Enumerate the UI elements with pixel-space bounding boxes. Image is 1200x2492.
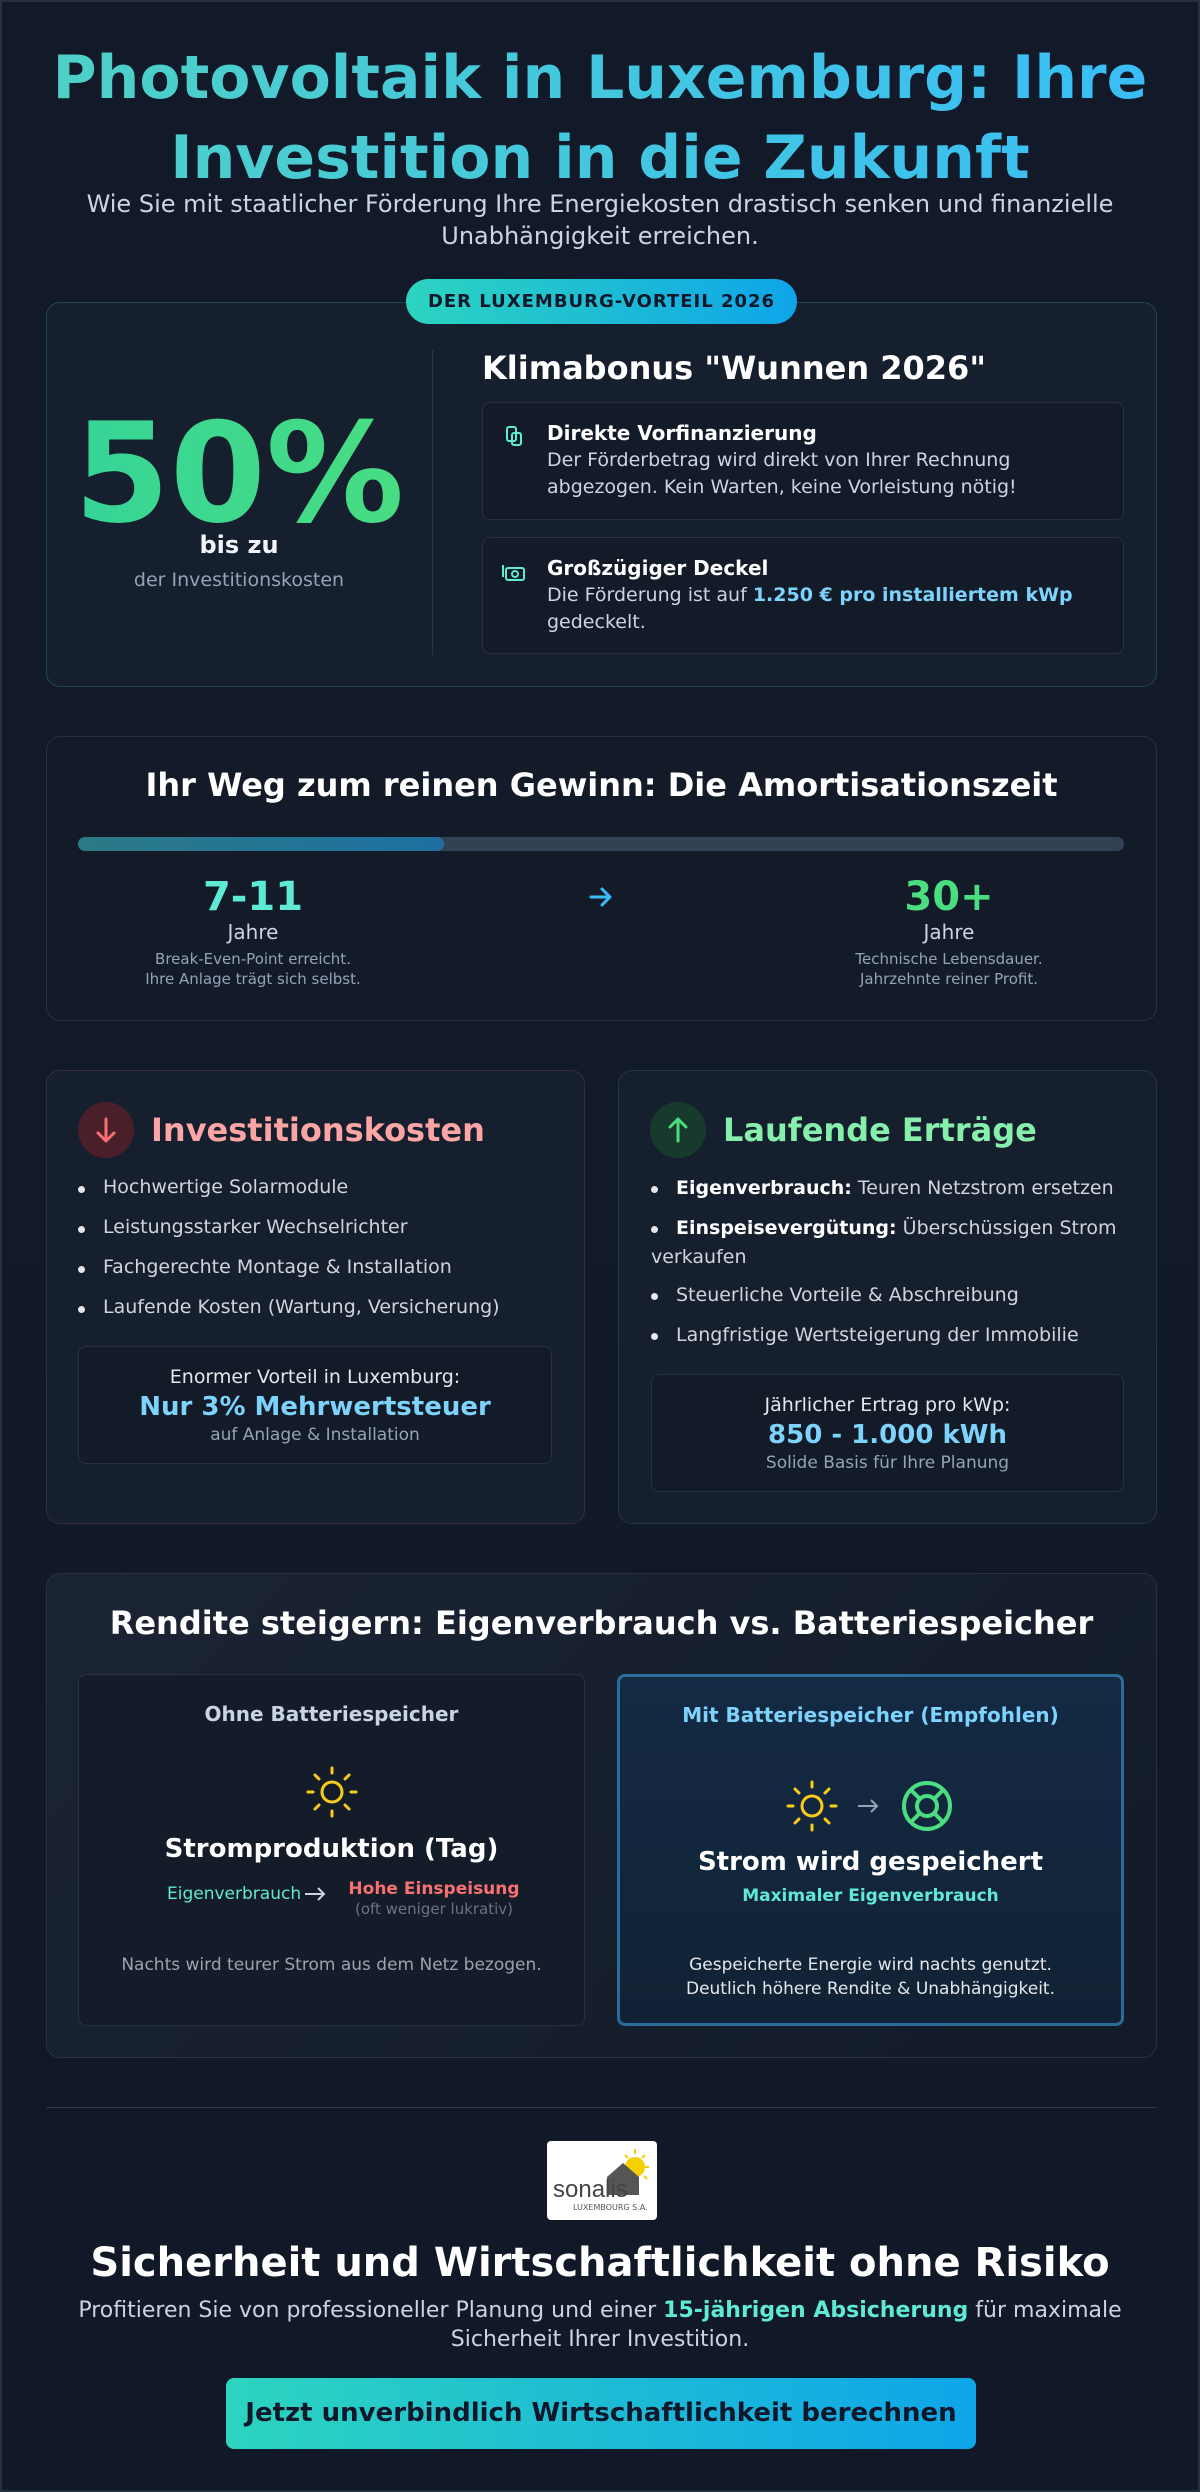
- flow-arrow: [858, 1799, 879, 1813]
- caption: der Investitionskosten: [133, 569, 345, 591]
- text: Hochwertige Solarmodule: [103, 1176, 349, 1198]
- icon: [78, 1102, 134, 1158]
- section-title: Ihr Weg zum reinen Gewinn: Die Amortisat…: [145, 766, 1058, 804]
- title-line: Investition in die Zukunft: [170, 123, 1030, 193]
- text: Profitieren Sie von professioneller Plan…: [78, 2298, 657, 2323]
- option-title: Mit Batteriespeicher (Empfohlen): [682, 1703, 1059, 1727]
- info-item: Großzügiger Deckel Die Förderung ist auf…: [482, 537, 1124, 654]
- sun-icon: [306, 1766, 358, 1818]
- option-heading: Stromproduktion (Tag): [164, 1834, 499, 1864]
- list-item: Hochwertige Solarmodule: [78, 1174, 558, 1201]
- icon: [650, 1102, 706, 1158]
- option-box: Mit Batteriespeicher (Empfohlen) Strom w…: [617, 1674, 1124, 2026]
- list-item: Fachgerechte Montage & Installation: [78, 1254, 558, 1281]
- option-heading: Strom wird gespeichert: [697, 1847, 1044, 1877]
- progress-fill: [78, 837, 444, 851]
- heading: Klimabonus "Wunnen 2026": [482, 349, 986, 387]
- box-highlight: Nur 3% Mehrwertsteuer: [139, 1392, 491, 1422]
- box-caption: auf Anlage & Installation: [210, 1425, 420, 1445]
- milestone-unit: Jahre: [227, 920, 279, 944]
- item-text: Der Förderbetrag wird direkt von Ihrer R…: [547, 449, 1017, 498]
- divider: [46, 2107, 1157, 2108]
- big-number: 50%: [46, 390, 432, 558]
- list-item: Steuerliche Vorteile & Abschreibung: [651, 1281, 1131, 1310]
- to-note: (oft weniger lukrativ): [354, 1900, 514, 1918]
- text: Laufende Kosten (Wartung, Versicherung): [103, 1296, 500, 1318]
- bold-text: Eigenverbrauch:: [676, 1177, 852, 1199]
- card-title: Investitionskosten: [151, 1111, 485, 1149]
- title: Photovoltaik in Luxemburg: Ihre Investit…: [2, 38, 1198, 198]
- highlight: 1.250 € pro installiertem kWp: [752, 584, 1073, 606]
- box-caption: Solide Basis für Ihre Planung: [765, 1453, 1010, 1473]
- note-line: Ihre Anlage trägt sich selbst.: [145, 970, 361, 988]
- note-line: Break-Even-Point erreicht.: [155, 950, 351, 968]
- icon: [502, 565, 525, 581]
- info-item: Direkte Vorfinanzierung Der Förderbetrag…: [482, 402, 1124, 520]
- highlight: 15-jährigen Absicherung: [663, 2298, 969, 2323]
- text: Langfristige Wertsteigerung der Immobili…: [676, 1324, 1079, 1346]
- box-label: Jährlicher Ertrag pro kWp:: [764, 1394, 1011, 1416]
- text: Überschüssigen Strom verkaufen: [651, 1217, 1117, 1268]
- divider: [432, 350, 433, 655]
- badge: DER LUXEMBURG-VORTEIL 2026: [406, 279, 797, 324]
- amortization-card: [46, 736, 1157, 1021]
- option-title: Ohne Batteriespeicher: [204, 1702, 459, 1726]
- logo-mark: [607, 2149, 649, 2195]
- highlight-box: Enormer Vorteil in Luxemburg: Nur 3% Meh…: [78, 1346, 552, 1464]
- flow-to: Hohe Einspeisung (oft weniger lukrativ): [334, 1878, 534, 1918]
- prefix: bis zu: [199, 531, 279, 559]
- bold-text: Einspeisevergütung:: [676, 1217, 897, 1239]
- text: gedeckelt.: [547, 611, 646, 633]
- footer-title: Sicherheit und Wirtschaftlichkeit ohne R…: [90, 2240, 1110, 2286]
- section-title: Rendite steigern: Eigenverbrauch vs. Bat…: [109, 1604, 1094, 1642]
- milestone-value: 7-11: [202, 874, 304, 920]
- cta-button[interactable]: Jetzt unverbindlich Wirtschaftlichkeit b…: [226, 2378, 976, 2449]
- item-text: Die Förderung ist auf 1.250 € pro instal…: [547, 582, 1107, 636]
- to-label: Hohe Einspeisung: [348, 1879, 520, 1899]
- sun-icon: [786, 1780, 838, 1832]
- milestone-note: Break-Even-Point erreicht. Ihre Anlage tr…: [103, 949, 403, 989]
- logo-sub: LUXEMBOURG S.A.: [573, 2203, 648, 2212]
- option-note: Gespeicherte Energie wird nachts genutzt…: [685, 1955, 1056, 1999]
- list-item: Eigenverbrauch: Teuren Netzstrom ersetze…: [651, 1174, 1131, 1203]
- milestone-unit: Jahre: [923, 920, 975, 944]
- arrow-icon: [589, 887, 612, 907]
- flow-arrow: [305, 1887, 326, 1901]
- list-item: Langfristige Wertsteigerung der Immobili…: [651, 1321, 1131, 1350]
- item-title: Großzügiger Deckel: [547, 556, 769, 580]
- text: Leistungsstarker Wechselrichter: [103, 1216, 408, 1238]
- list-item: Laufende Kosten (Wartung, Versicherung): [78, 1294, 558, 1321]
- option-subheading: Maximaler Eigenverbrauch: [742, 1886, 999, 1906]
- text: Die Förderung ist auf: [547, 584, 747, 606]
- text: Teuren Netzstrom ersetzen: [857, 1177, 1114, 1199]
- logo-name: sonalis: [553, 2176, 628, 2203]
- subtitle: Wie Sie mit staatlicher Förderung Ihre E…: [86, 190, 1114, 250]
- text: Steuerliche Vorteile & Abschreibung: [676, 1284, 1019, 1306]
- note-line: Jahrzehnte reiner Profit.: [859, 970, 1039, 988]
- milestone-value: 30+: [904, 874, 994, 920]
- battery-icon: [902, 1781, 952, 1831]
- highlight-box: Jährlicher Ertrag pro kWp: 850 - 1.000 k…: [651, 1374, 1124, 1492]
- list-item: Einspeisevergütung: Überschüssigen Strom…: [651, 1214, 1131, 1272]
- text: für maximale Sicherheit Ihrer Investitio…: [450, 2298, 1122, 2352]
- card-title: Laufende Erträge: [723, 1111, 1037, 1149]
- box-label: Enormer Vorteil in Luxemburg:: [169, 1366, 461, 1388]
- box-highlight: 850 - 1.000 kWh: [768, 1420, 1007, 1450]
- flow-from: Eigenverbrauch: [167, 1884, 302, 1904]
- footer-text: Profitieren Sie von professioneller Plan…: [42, 2296, 1158, 2354]
- note-line: Technische Lebensdauer.: [855, 950, 1043, 968]
- item-title: Direkte Vorfinanzierung: [547, 421, 817, 445]
- list-item: Leistungsstarker Wechselrichter: [78, 1214, 558, 1241]
- option-note: Nachts wird teurer Strom aus dem Netz be…: [121, 1955, 542, 1975]
- logo: sonalis LUXEMBOURG S.A.: [547, 2141, 657, 2220]
- icon: [506, 426, 522, 446]
- option-box: Ohne Batteriespeicher Stromproduktion (T…: [78, 1674, 585, 2026]
- title-line: Photovoltaik in Luxemburg: Ihre: [52, 43, 1148, 113]
- text: Fachgerechte Montage & Installation: [103, 1256, 452, 1278]
- milestone-note: Technische Lebensdauer. Jahrzehnte reiner…: [799, 949, 1099, 989]
